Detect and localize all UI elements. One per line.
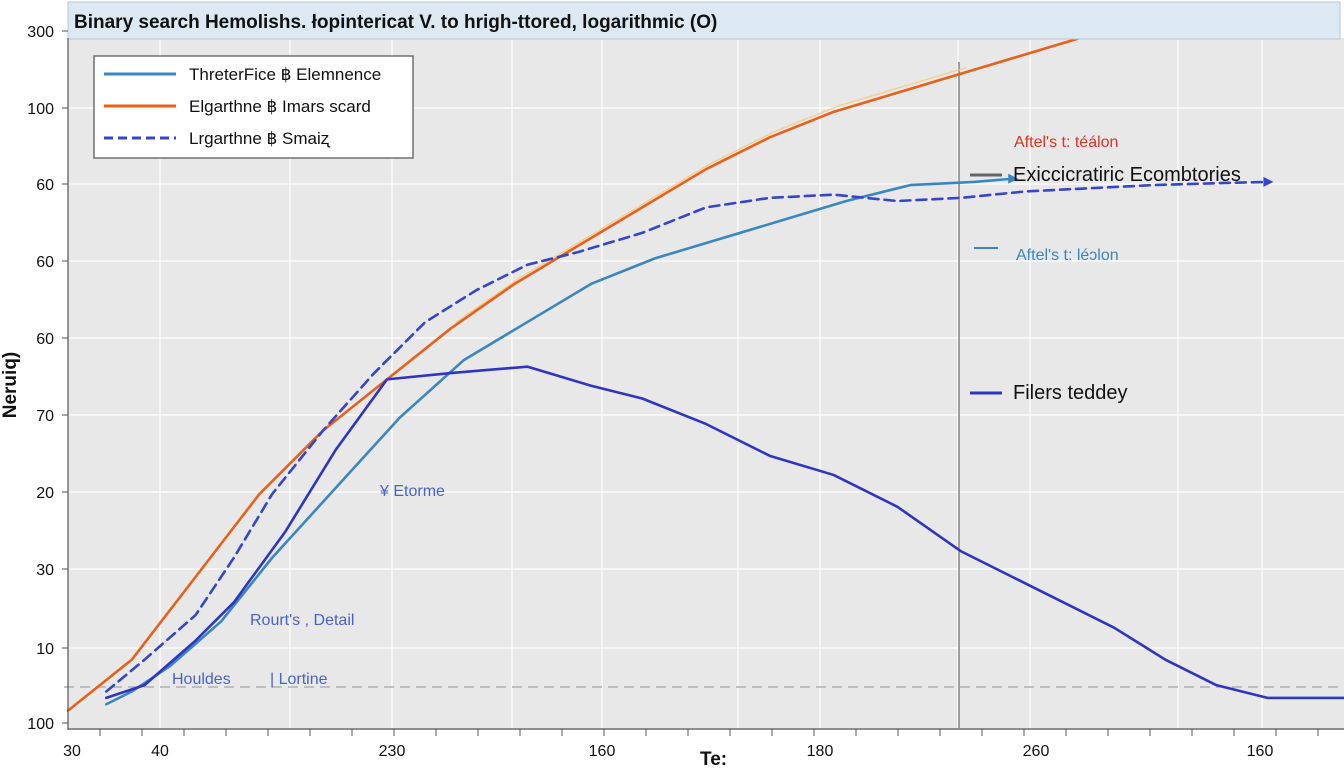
annotation-lortine: | Lortine	[270, 671, 328, 688]
series-arrow-2	[1263, 176, 1274, 187]
legend-label-3: Lrgarthne ฿ Smaiʐ	[189, 129, 331, 148]
series-line-filers-teddey	[104, 365, 1344, 700]
y-tick-label-7: 30	[36, 562, 54, 579]
y-tick-label-2: 60	[36, 177, 54, 194]
chart-title: Binary search Hemolishs. łopintericat V.…	[74, 12, 717, 33]
y-tick-label-3: 60	[36, 254, 54, 271]
y-axis-label: Neruiq)	[0, 352, 21, 419]
y-tick-label-8: 10	[36, 641, 54, 658]
legend-label-1: ThreterFice ฿ Elemnence	[189, 65, 381, 84]
series-line-lrgarthne-smai	[104, 180, 1269, 693]
annotation-houldes: Houldes	[172, 671, 231, 688]
series-arrow-0	[1008, 173, 1019, 184]
annotation-filers: Filers teddey	[1013, 382, 1128, 404]
x-axis-ticks: 30 40 230 160 180 260 160	[63, 729, 1319, 760]
y-axis-ticks: 300 100 60 60 60 70 20 30 10 100	[27, 24, 68, 733]
y-tick-label-9: 100	[27, 716, 54, 733]
annotation-etorme: ¥ Etorme	[379, 483, 445, 500]
x-tick-label-4: 180	[807, 743, 834, 760]
legend-label-2: Elgarthne ฿ Imars scard	[189, 97, 371, 116]
y-tick-label-0: 300	[27, 24, 54, 41]
y-tick-label-6: 20	[36, 485, 54, 502]
x-tick-label-6: 160	[1247, 743, 1274, 760]
annotation-exiccicratiric: Exiccicratiric Ecombtories	[1013, 164, 1241, 186]
x-tick-label-2: 230	[379, 743, 406, 760]
annotation-after-blue: Aftel's t: léɔlon	[1016, 247, 1119, 264]
legend: ThreterFice ฿ Elemnence Elgarthne ฿ Imar…	[93, 55, 414, 159]
annotation-routs-detail: Rourt's , Detail	[250, 612, 354, 629]
x-tick-label-1: 40	[151, 743, 169, 760]
series-line-threterfice-elemnence	[104, 177, 1014, 706]
faint-highlight-line	[455, 66, 967, 324]
annotation-after-orange: Aftel's t: téálon	[1014, 134, 1118, 151]
x-tick-label-0: 30	[63, 743, 81, 760]
y-tick-label-4: 60	[36, 331, 54, 348]
y-tick-label-5: 70	[36, 408, 54, 425]
x-tick-label-3: 160	[589, 743, 616, 760]
x-axis-label: Te:	[700, 749, 727, 768]
x-tick-label-5: 260	[1023, 743, 1050, 760]
title-band	[67, 1, 1341, 40]
y-tick-label-1: 100	[27, 101, 54, 118]
